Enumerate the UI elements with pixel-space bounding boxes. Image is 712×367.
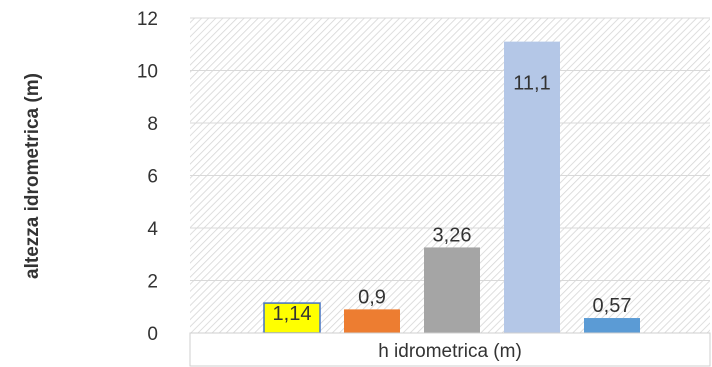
x-category-label: h idrometrica (m) bbox=[378, 341, 522, 362]
bars-group bbox=[263, 41, 640, 334]
data-labels-group: 1,14 0,9 3,26 11,1 0,57 bbox=[273, 73, 632, 325]
gridlines bbox=[190, 17, 710, 281]
data-label: 0,9 bbox=[358, 286, 386, 308]
y-tick-label: 8 bbox=[147, 114, 158, 135]
category-axis-box bbox=[189, 332, 711, 367]
y-tick-label: 4 bbox=[147, 219, 158, 240]
data-label: 3,26 bbox=[433, 224, 472, 246]
bar bbox=[424, 247, 480, 333]
y-axis-ticks: 0 2 4 6 8 10 12 bbox=[137, 9, 159, 345]
y-tick-label: 2 bbox=[147, 272, 158, 293]
y-tick-label: 6 bbox=[147, 167, 158, 188]
y-axis-label: altezza idrometrica (m) bbox=[22, 73, 43, 279]
bar bbox=[263, 302, 321, 334]
data-label: 1,14 bbox=[273, 303, 312, 325]
data-label: 0,57 bbox=[593, 295, 632, 317]
data-label: 11,1 bbox=[513, 73, 550, 95]
bar bbox=[504, 41, 560, 333]
y-tick-label: 10 bbox=[137, 62, 158, 83]
bar bbox=[344, 309, 400, 333]
y-tick-label: 12 bbox=[137, 9, 158, 30]
y-tick-label: 0 bbox=[147, 324, 158, 345]
bar bbox=[584, 318, 640, 333]
